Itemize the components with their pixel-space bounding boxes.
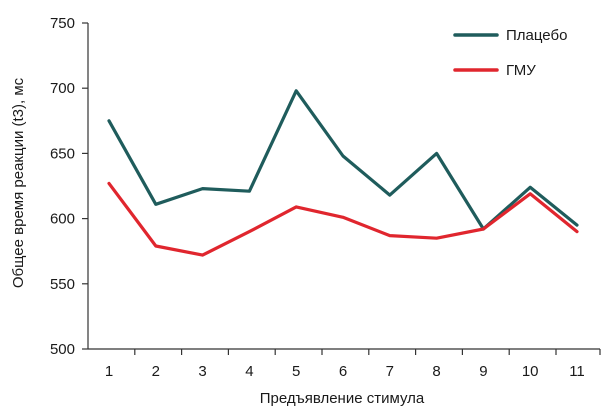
x-tick-label: 3: [198, 363, 206, 380]
x-tick-label: 9: [479, 363, 487, 380]
x-tick-label: 5: [292, 363, 300, 380]
y-tick-label: 750: [50, 15, 75, 32]
x-tick-label: 11: [569, 363, 585, 380]
legend: Плацебо ГМУ: [453, 27, 567, 79]
x-tick-label: 2: [152, 363, 160, 380]
y-axis-title: Общее время реакции (t3), мс: [10, 77, 27, 288]
legend-label: ГМУ: [506, 62, 536, 79]
x-tick-label: 10: [522, 363, 539, 380]
series-layer: [107, 89, 579, 257]
x-axis-title: Предъявление стимула: [260, 390, 425, 407]
x-tick-label: 4: [245, 363, 253, 380]
y-tick-label: 650: [50, 145, 75, 162]
series-line-gmu: [107, 181, 579, 257]
y-tick-label: 550: [50, 276, 75, 293]
series-line-placebo: [107, 89, 579, 231]
x-tick-label: 1: [105, 363, 113, 380]
y-tick-label: 500: [50, 341, 75, 358]
axes: 500 550 600 650 700 750 1 2 3 4 5 6 7 8 9 10 11: [50, 15, 601, 380]
y-tick-label: 600: [50, 211, 75, 228]
legend-label: Плацебо: [506, 27, 567, 44]
x-tick-label: 7: [386, 363, 394, 380]
y-tick-label: 700: [50, 80, 75, 97]
x-tick-label: 8: [432, 363, 440, 380]
x-tick-label: 6: [339, 363, 347, 380]
